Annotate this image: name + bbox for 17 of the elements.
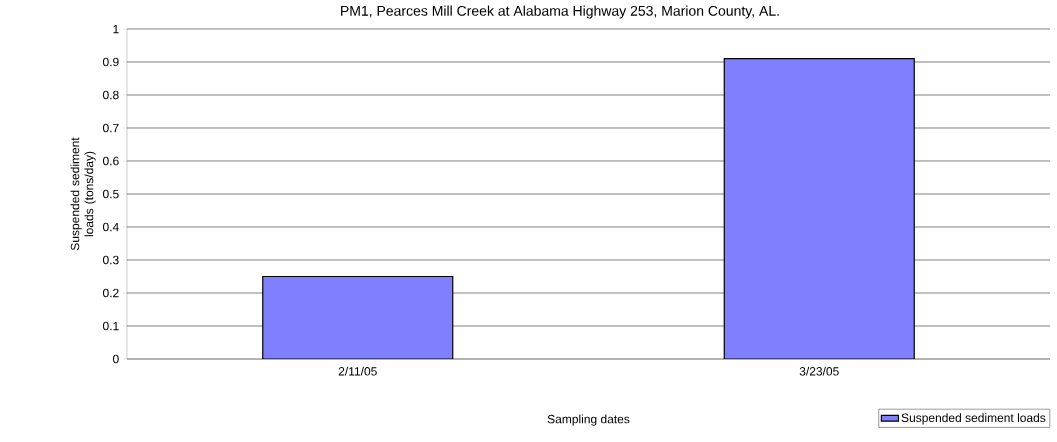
x-tick-label: 2/11/05 [338, 366, 377, 376]
x-tick-label: 3/23/05 [799, 366, 839, 376]
y-tick-label: 0.5 [102, 189, 119, 199]
y-axis-title: Suspended sediment loads (tons/day) [70, 137, 96, 251]
y-tick-label: 0.7 [102, 123, 119, 133]
legend-label: Suspended sediment loads [901, 413, 1046, 425]
y-tick-label: 1 [113, 24, 119, 34]
y-tick-label: 0.8 [102, 90, 119, 100]
y-tick-label: 0.1 [102, 321, 119, 331]
y-tick-label: 0.2 [102, 288, 119, 298]
y-tick-label: 0.6 [102, 156, 119, 166]
x-axis-title: Sampling dates [547, 414, 630, 426]
y-tick-label: 0.9 [102, 57, 119, 67]
y-tick-label: 0.3 [102, 255, 119, 265]
y-tick-label: 0 [113, 354, 119, 364]
chart-title: PM1, Pearces Mill Creek at Alabama Highway 253, Marion County, AL. [341, 5, 779, 19]
y-tick-label: 0.4 [102, 222, 119, 232]
